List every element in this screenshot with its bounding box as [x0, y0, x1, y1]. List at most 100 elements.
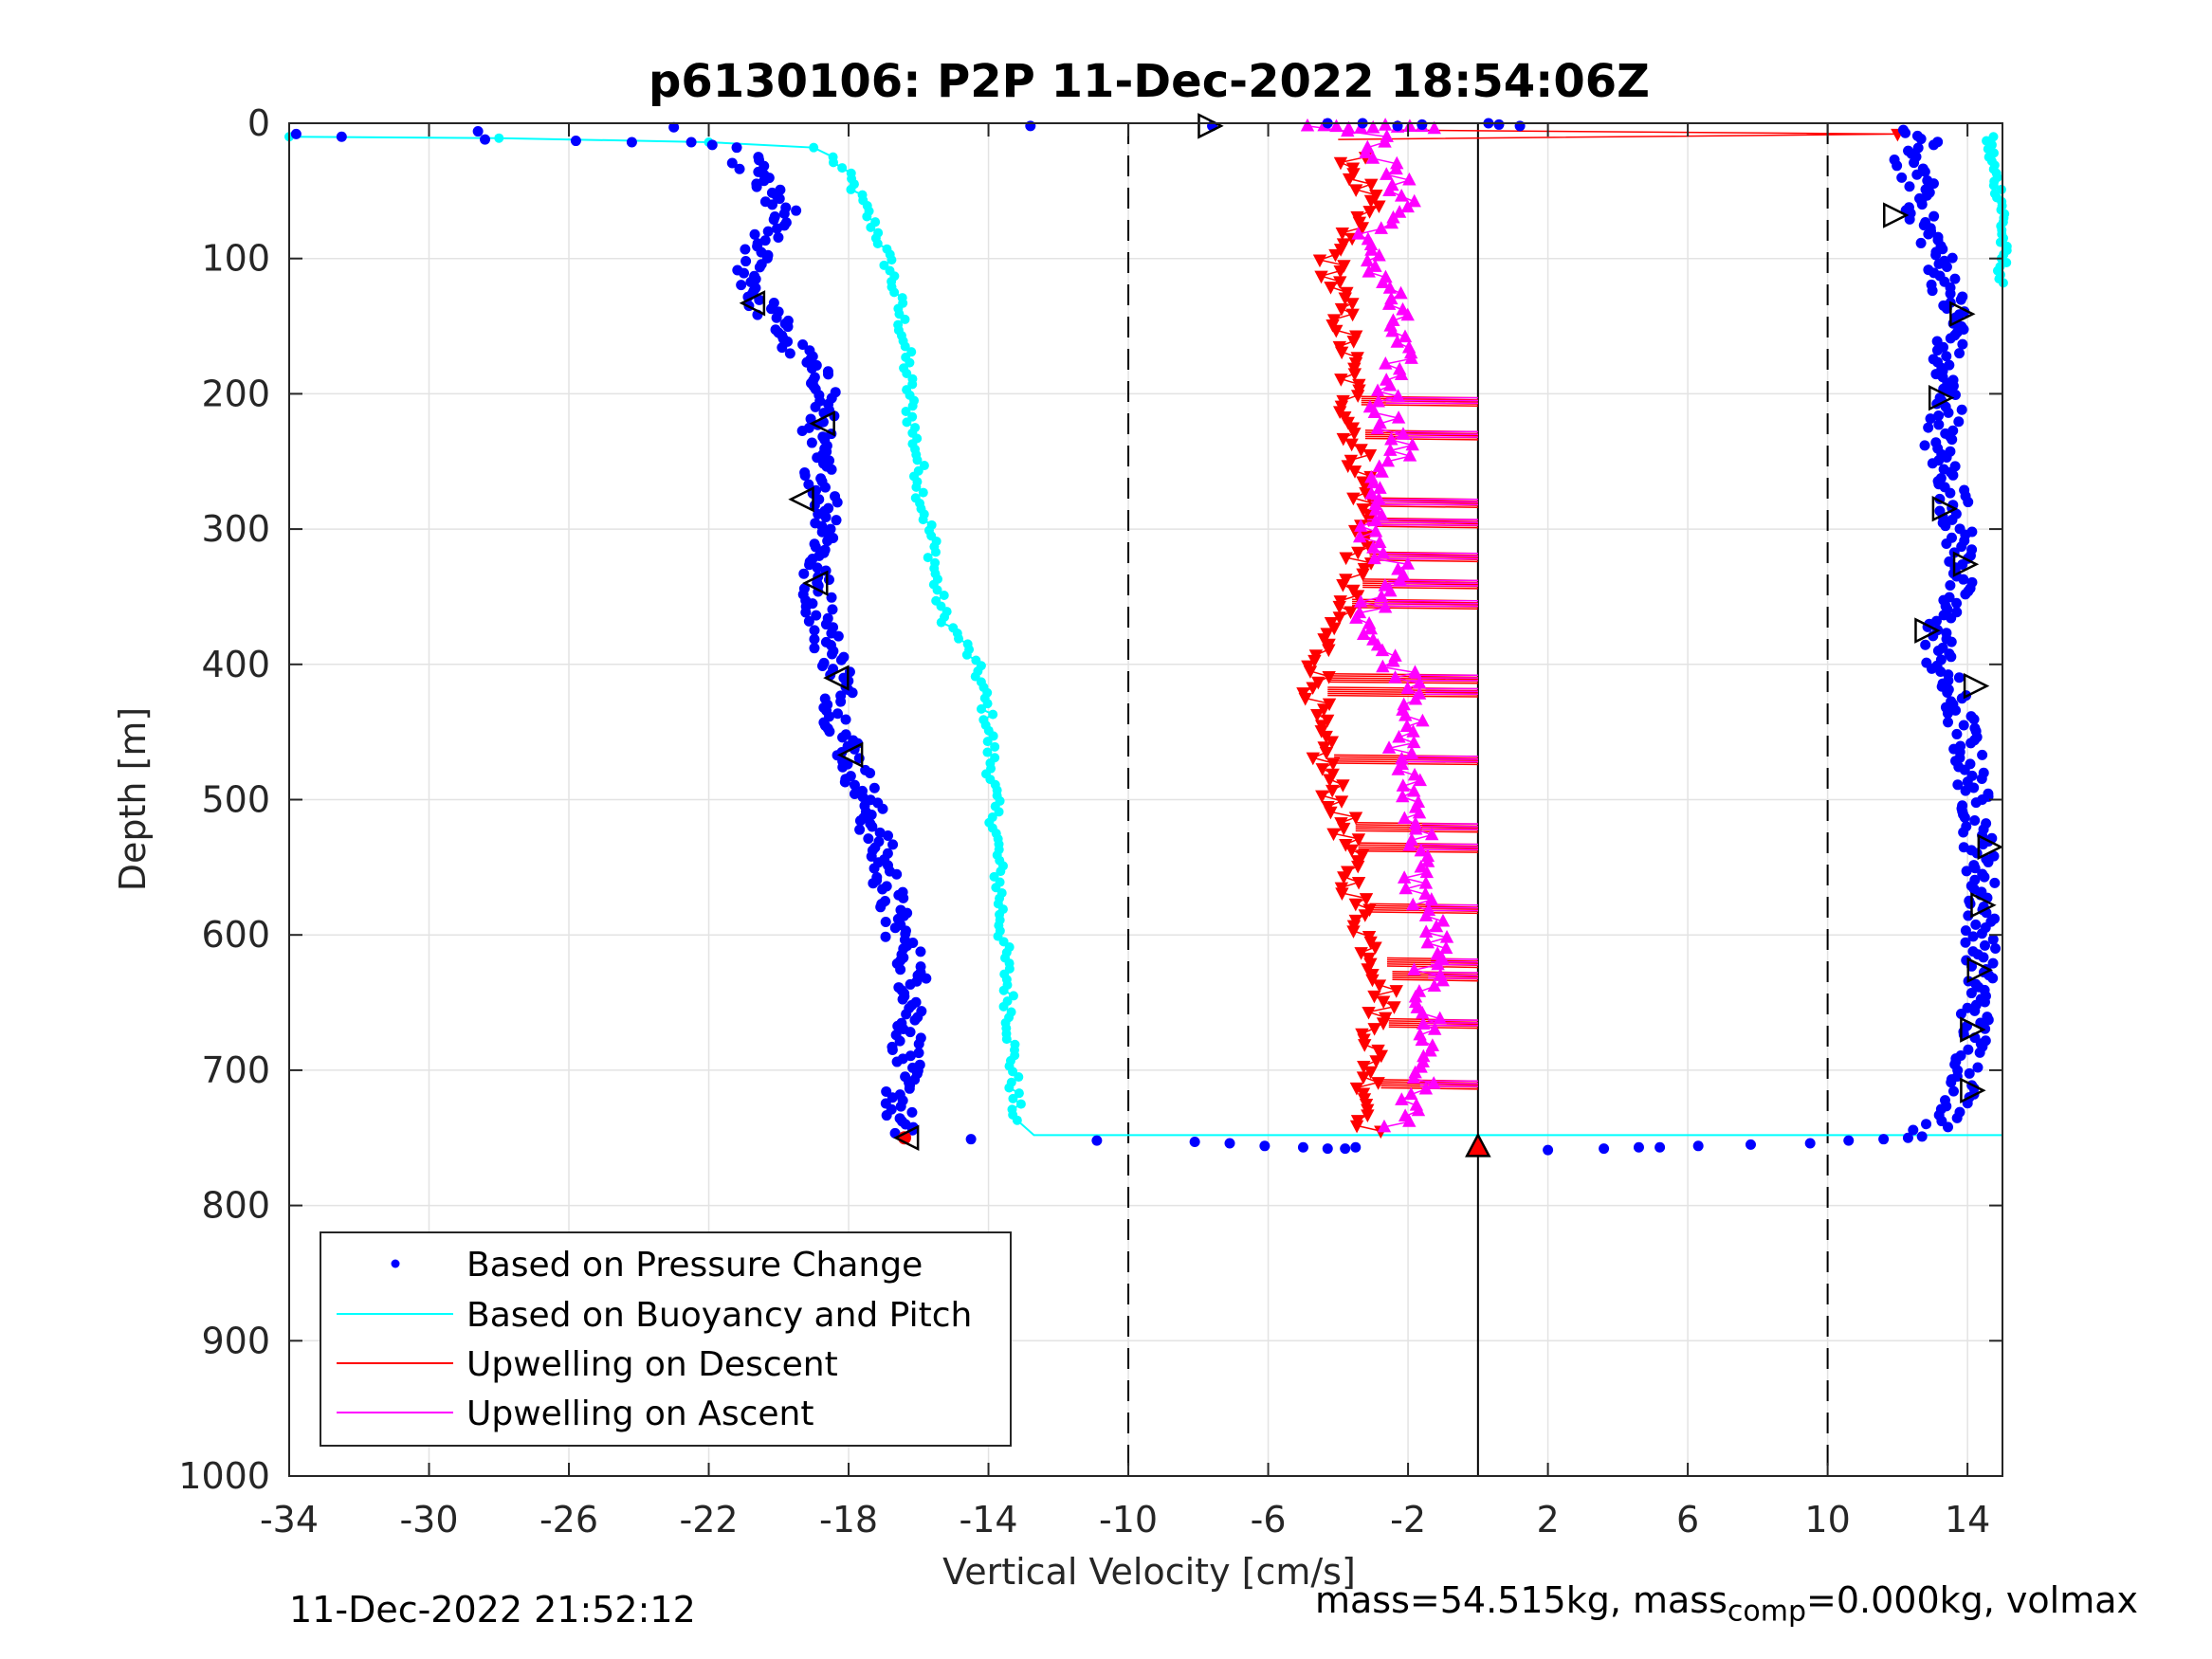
pressure-change-point: [626, 137, 637, 148]
direction-marker: [823, 665, 850, 691]
pressure-change-point: [891, 1056, 903, 1067]
y-tick-label: 900: [201, 1320, 270, 1361]
pressure-change-point: [1930, 249, 1942, 261]
upwelling-ascent-marker: [1394, 285, 1408, 300]
pressure-change-point: [921, 973, 932, 984]
buoyancy-pitch-point: [990, 741, 1000, 752]
upwelling-ascent-marker: [1404, 1086, 1418, 1101]
upwelling-ascent-marker: [1402, 1114, 1417, 1127]
pressure-change-point: [819, 482, 831, 493]
direction-marker: [1952, 551, 1980, 577]
pressure-change-point: [837, 732, 849, 743]
upwelling-ascent-marker: [1378, 134, 1392, 148]
pressure-change-point: [1350, 1141, 1362, 1153]
pressure-change-point: [1912, 142, 1924, 154]
upwelling-descent-marker: [1322, 671, 1336, 684]
upwelling-ascent-marker: [1375, 643, 1390, 657]
upwelling-ascent-marker: [1400, 681, 1415, 695]
upwelling-ascent-marker: [1413, 773, 1427, 787]
upwelling-descent-marker: [1347, 465, 1362, 479]
direction-marker: [1883, 202, 1910, 228]
upwelling-ascent-marker: [1398, 708, 1413, 721]
upwelling-ascent-marker: [1420, 935, 1435, 949]
upwelling-ascent-marker: [1404, 745, 1419, 759]
upwelling-ascent-marker: [1368, 502, 1383, 516]
pressure-change-point: [824, 726, 835, 738]
x-tick-label: 14: [1945, 1499, 1990, 1540]
pressure-change-point: [813, 508, 824, 520]
upwelling-descent-marker: [1351, 833, 1366, 847]
pressure-change-point: [1979, 871, 1990, 883]
pressure-change-point: [965, 1134, 977, 1145]
upwelling-descent-marker: [1349, 1120, 1364, 1134]
pressure-change-point: [887, 1092, 898, 1103]
pressure-change-point: [1923, 422, 1934, 433]
pressure-change-point: [811, 610, 822, 621]
legend-upwelling-descent-label: Upwelling on Descent: [466, 1345, 838, 1384]
chart-title: p6130106: P2P 11-Dec-2022 18:54:06Z: [649, 55, 1650, 108]
pressure-change-point: [1961, 866, 1972, 877]
buoyancy-pitch-point: [907, 401, 918, 411]
pressure-change-point: [1990, 942, 2002, 954]
upwelling-descent-marker: [1329, 324, 1344, 338]
upwelling-ascent-marker: [1399, 719, 1415, 733]
upwelling-ascent-marker: [1354, 519, 1368, 532]
upwelling-descent-marker: [1348, 184, 1363, 197]
upwelling-descent-marker: [1335, 227, 1349, 241]
direction-marker: [739, 290, 766, 317]
upwelling-descent-marker: [1337, 871, 1351, 884]
buoyancy-pitch-point: [828, 157, 838, 168]
pressure-change-point: [1322, 1143, 1333, 1155]
upwelling-descent-marker: [1350, 390, 1365, 403]
reference-lines: [1127, 123, 1829, 1476]
upwelling-ascent-marker: [1427, 1022, 1442, 1035]
direction-marker: [1928, 384, 1955, 411]
upwelling-ascent-marker: [1366, 475, 1380, 489]
upwelling-ascent-marker: [1375, 507, 1389, 521]
upwelling-descent-spike: [1361, 397, 1478, 401]
buoyancy-pitch-point: [901, 406, 911, 416]
pressure-change-point: [1941, 351, 1952, 362]
upwelling-descent-spike: [1329, 681, 1478, 684]
buoyancy-pitch-point: [996, 866, 1006, 877]
pressure-change-point: [777, 342, 788, 354]
upwelling-ascent-marker: [1431, 957, 1445, 971]
upwelling-descent-marker: [1363, 1066, 1378, 1080]
upwelling-descent-marker: [1389, 985, 1403, 998]
direction-marker: [1977, 833, 2004, 861]
upwelling-ascent-marker: [1415, 1032, 1429, 1047]
x-tick-label: -30: [399, 1499, 458, 1540]
pressure-change-point: [826, 592, 837, 603]
buoyancy-pitch-point: [872, 239, 883, 249]
buoyancy-pitch-point: [982, 737, 993, 747]
upwelling-descent-marker: [1310, 708, 1325, 722]
upwelling-ascent-marker: [1402, 118, 1417, 133]
pressure-change-point: [866, 809, 877, 820]
pressure-change-point: [831, 515, 842, 526]
pressure-change-point: [799, 470, 811, 482]
pressure-change-point: [782, 321, 794, 333]
pressure-change-point: [740, 256, 752, 267]
pressure-change-point: [754, 262, 765, 273]
pressure-change-point: [1932, 646, 1944, 657]
upwelling-ascent-marker: [1377, 1119, 1392, 1133]
upwelling-ascent-marker: [1373, 535, 1387, 548]
upwelling-descent-marker: [1355, 222, 1370, 235]
pressure-change-point: [1947, 434, 1958, 446]
pressure-change-point: [898, 892, 909, 903]
footer-mass-info: mass=54.515kg, masscomp=0.000kg, volmax: [1315, 1579, 2138, 1629]
y-tick-label: 1000: [178, 1455, 270, 1497]
upwelling-ascent-marker: [1384, 215, 1399, 229]
upwelling-ascent-marker: [1379, 356, 1393, 370]
direction-marker: [802, 570, 829, 596]
buoyancy-pitch-point: [1015, 1099, 1026, 1109]
pressure-change-point: [1900, 127, 1911, 138]
upwelling-ascent-marker: [1376, 275, 1390, 288]
upwelling-ascent-marker: [1351, 227, 1365, 240]
buoyancy-pitch-point: [846, 184, 856, 194]
pressure-change-point: [1978, 839, 1989, 850]
upwelling-ascent-marker: [1372, 247, 1386, 262]
pressure-change-point: [706, 139, 718, 151]
pressure-change-point: [1543, 1144, 1554, 1156]
pressure-change-point: [1960, 785, 1971, 796]
